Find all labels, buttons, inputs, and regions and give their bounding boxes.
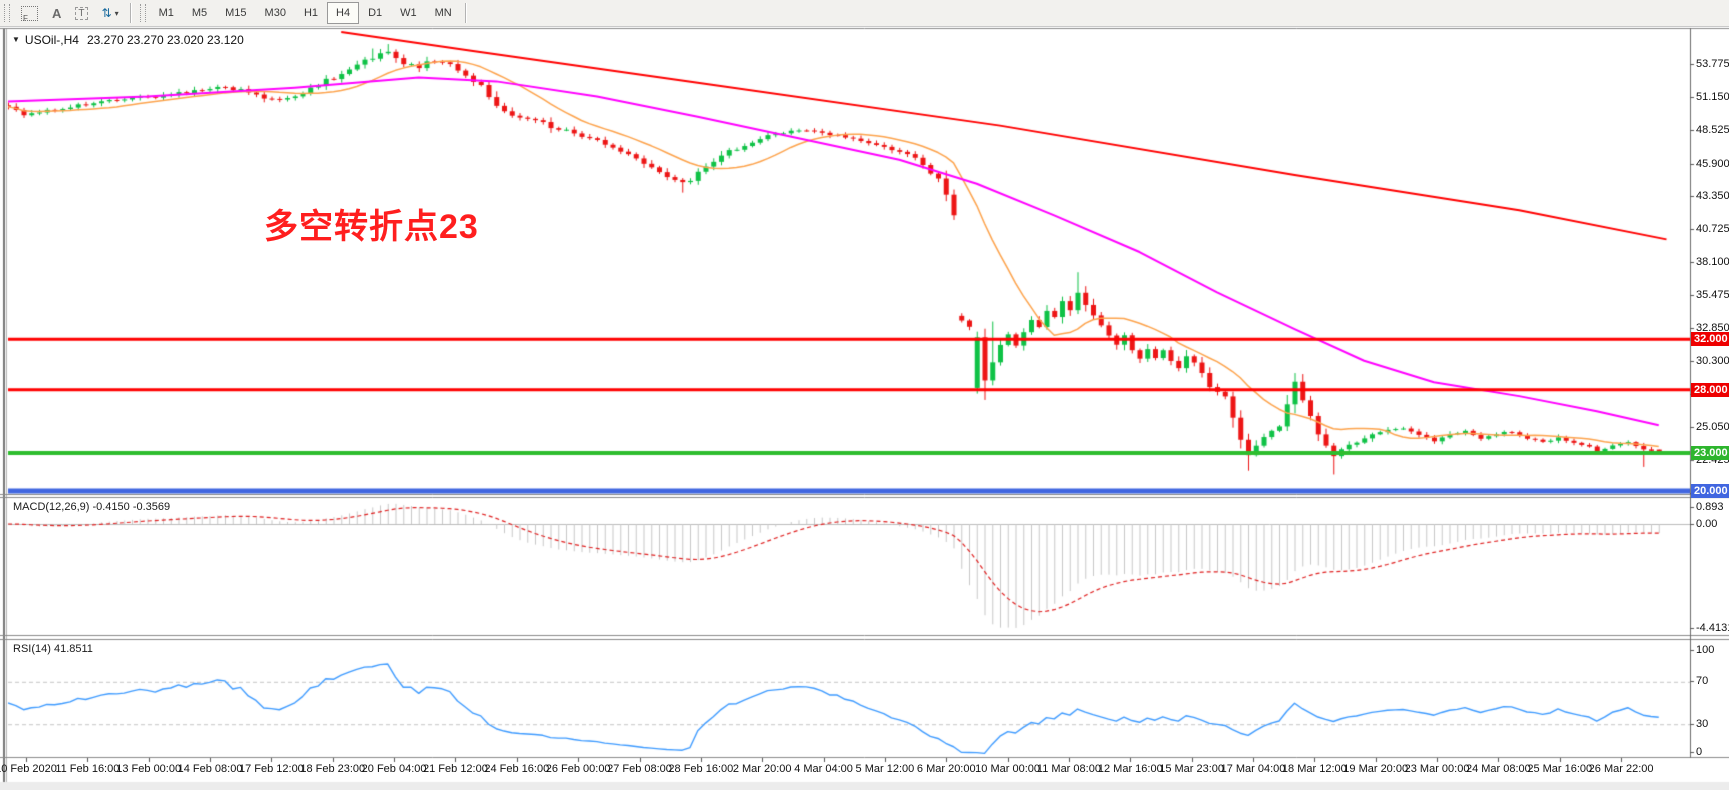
rsi-axis-label: 70: [1696, 675, 1709, 687]
time-axis-label: 2 Mar 20:00: [732, 763, 792, 775]
price-tick-label: 48.525: [1696, 124, 1729, 137]
price-tick-label: 25.050: [1696, 421, 1729, 434]
timeframe-button-D1[interactable]: D1: [368, 7, 383, 19]
time-axis-label: 14 Feb 08:00: [177, 763, 243, 775]
toolbar-separator: [129, 3, 132, 23]
text-label-button[interactable]: A: [45, 2, 68, 24]
price-tick-label: 53.775: [1696, 58, 1729, 70]
time-axis-label: 10 Mar 00:00: [975, 763, 1041, 775]
timeframe-button-M5[interactable]: M5: [191, 7, 208, 19]
rsi-axis-label: 30: [1696, 718, 1709, 730]
chevron-down-icon: ▾: [114, 8, 119, 18]
time-axis-label: 24 Mar 08:00: [1465, 763, 1531, 775]
price-line-badge-28.000: 28.000: [1691, 382, 1729, 397]
time-axis-label: 25 Mar 16:00: [1527, 763, 1593, 775]
rsi-indicator-label: RSI(14) 41.8511: [13, 643, 93, 655]
time-axis-label: 18 Feb 23:00: [300, 763, 366, 775]
timeframe-group: M1 M5 M15 M30 H1 H4 D1 W1 MN: [150, 2, 461, 24]
price-line-badge-32.000: 32.000: [1691, 332, 1729, 347]
toolbar-drag-handle[interactable]: [4, 4, 10, 22]
time-axis-label: 13 Feb 00:00: [116, 763, 182, 775]
timeframe-button-H1[interactable]: H1: [303, 7, 319, 19]
price-tick-label: 45.900: [1696, 157, 1729, 170]
timeframe-button-MN[interactable]: MN: [434, 7, 452, 19]
symbol-timeframe-label: USOil-,H4: [24, 33, 79, 47]
fibo-grid-icon: F: [21, 5, 38, 23]
time-axis-label: 26 Mar 22:00: [1588, 763, 1654, 775]
time-axis-label: 4 Mar 04:00: [794, 763, 853, 775]
time-axis-label: 12 Mar 16:00: [1097, 763, 1163, 775]
time-axis-label: 17 Mar 04:00: [1220, 763, 1286, 775]
text-label-icon: A: [52, 5, 62, 21]
price-tick-label: 32.850: [1696, 322, 1729, 335]
time-axis-label: 10 Feb 2020: [0, 763, 57, 775]
arrows-icon: ⇅: [101, 6, 112, 20]
rsi-axis-label: 100: [1696, 644, 1715, 656]
ohlc-readout: 23.270 23.270 23.020 23.120: [86, 33, 244, 47]
time-axis-label: 28 Feb 16:00: [668, 763, 734, 775]
time-axis-label: 26 Feb 00:00: [545, 763, 611, 775]
price-tick-label: 43.350: [1696, 189, 1729, 202]
time-axis-label: 23 Mar 00:00: [1404, 763, 1470, 775]
price-tick-label: 30.300: [1696, 354, 1729, 367]
timeframe-button-W1[interactable]: W1: [400, 7, 417, 19]
rsi-axis-label: 0: [1696, 746, 1703, 758]
timeframe-button-M1[interactable]: M1: [158, 7, 174, 19]
arrows-tool-button[interactable]: ⇅ ▾: [95, 2, 126, 24]
time-axis-label: 11 Feb 16:00: [55, 763, 120, 775]
price-tick-label: 35.475: [1696, 289, 1729, 302]
time-axis-label: 21 Feb 12:00: [423, 763, 488, 775]
symbol-dropdown-icon[interactable]: ▼: [12, 35, 20, 44]
timeframe-button-M30[interactable]: M30: [264, 7, 286, 19]
time-axis-label: 18 Mar 12:00: [1281, 763, 1347, 775]
time-axis-label: 20 Feb 04:00: [361, 763, 427, 775]
text-box-button[interactable]: T: [68, 2, 94, 24]
toolbar: F A T ⇅ ▾ M1 M5 M15 M30 H1 H4 D1 W1 MN: [0, 0, 1729, 27]
fibo-grid-button[interactable]: F: [14, 2, 45, 24]
time-axis-label: 24 Feb 16:00: [484, 763, 550, 775]
price-tick-label: 38.100: [1696, 256, 1729, 269]
timeframe-button-M15[interactable]: M15: [225, 7, 247, 19]
text-box-icon: T: [75, 6, 88, 20]
macd-indicator-label: MACD(12,26,9) -0.4150 -0.3569: [13, 501, 171, 513]
price-line-badge-23.000: 23.000: [1691, 445, 1729, 460]
chart-title: ▼ USOil-,H4 23.270 23.270 23.020 23.120: [12, 33, 244, 47]
toolbar-separator: [464, 3, 467, 23]
price-tick-label: 40.725: [1696, 222, 1729, 235]
time-axis-label: 19 Mar 20:00: [1343, 763, 1409, 775]
timeframe-button-H4[interactable]: H4: [327, 2, 360, 24]
macd-axis-label: 0.893: [1696, 501, 1724, 513]
time-axis-label: 6 Mar 20:00: [916, 763, 976, 775]
price-tick-label: 51.150: [1696, 91, 1729, 104]
time-axis-label: 11 Mar 08:00: [1036, 763, 1101, 775]
price-line-badge-20.000: 20.000: [1691, 483, 1729, 498]
macd-axis-label: 0.00: [1696, 518, 1718, 530]
chart-text-annotation[interactable]: 多空转折点23: [264, 208, 479, 246]
time-axis-label: 27 Feb 08:00: [607, 763, 672, 775]
time-axis-label: 17 Feb 12:00: [238, 763, 304, 775]
time-axis-label: 5 Mar 12:00: [855, 763, 915, 775]
toolbar-drag-handle[interactable]: [139, 4, 146, 22]
time-axis-label: 15 Mar 23:00: [1159, 763, 1225, 775]
